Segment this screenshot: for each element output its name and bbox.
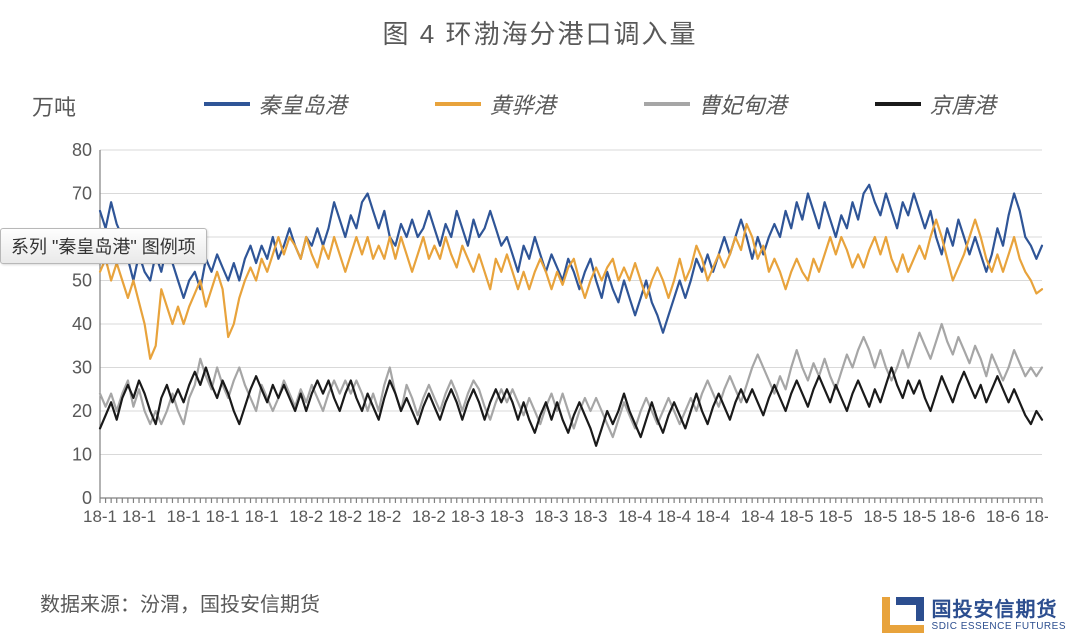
legend-item: 京唐港 [875,88,995,120]
legend-label: 京唐港 [929,88,995,120]
legend-swatch [204,102,250,106]
svg-text:18-1: 18-1 [245,507,279,526]
legend-swatch [644,102,690,106]
svg-text:18-6: 18-6 [986,507,1020,526]
data-source: 数据来源：汾渭，国投安信期货 [40,588,320,617]
legend-item: 秦皇岛港 [204,88,346,120]
series-tooltip: 系列 "秦皇岛港" 图例项 [0,228,207,264]
legend-swatch [875,102,921,106]
svg-text:70: 70 [72,184,92,204]
legend-label: 曹妃甸港 [698,88,786,120]
svg-text:18-2: 18-2 [412,507,446,526]
svg-text:18-2: 18-2 [367,507,401,526]
svg-text:18-1: 18-1 [83,507,117,526]
legend: 秦皇岛港 黄骅港 曹妃甸港 京唐港 [160,88,1040,120]
legend-label: 秦皇岛港 [258,88,346,120]
logo-text: 国投安信期货 SDIC ESSENCE FUTURES [932,599,1066,632]
svg-text:50: 50 [72,271,92,291]
svg-text:18-5: 18-5 [902,507,936,526]
svg-text:80: 80 [72,140,92,160]
legend-item: 曹妃甸港 [644,88,786,120]
chart-title: 图 4 环渤海分港口调入量 [0,14,1080,51]
svg-text:18-4: 18-4 [696,507,730,526]
svg-text:18-5: 18-5 [780,507,814,526]
svg-text:18-3: 18-3 [490,507,524,526]
svg-text:18-4: 18-4 [618,507,652,526]
svg-text:18-5: 18-5 [819,507,853,526]
svg-text:0: 0 [82,488,92,508]
chart-area: 0102030405060708018-118-118-118-118-118-… [58,140,1048,540]
svg-text:30: 30 [72,358,92,378]
svg-text:18-2: 18-2 [289,507,323,526]
legend-item: 黄骅港 [435,88,555,120]
svg-text:20: 20 [72,401,92,421]
svg-text:10: 10 [72,445,92,465]
svg-text:18-5: 18-5 [863,507,897,526]
svg-text:18-3: 18-3 [451,507,485,526]
svg-text:18-2: 18-2 [328,507,362,526]
chart-svg: 0102030405060708018-118-118-118-118-118-… [58,140,1048,540]
svg-text:18-4: 18-4 [657,507,691,526]
svg-text:18-1: 18-1 [206,507,240,526]
svg-text:18-1: 18-1 [122,507,156,526]
svg-text:18-6: 18-6 [1025,507,1048,526]
svg-text:18-3: 18-3 [573,507,607,526]
svg-text:18-4: 18-4 [741,507,775,526]
svg-text:18-3: 18-3 [534,507,568,526]
y-axis-label: 万吨 [32,90,76,122]
logo-mark-icon [882,597,924,633]
logo-en: SDIC ESSENCE FUTURES [932,621,1066,632]
legend-label: 黄骅港 [489,88,555,120]
svg-text:18-1: 18-1 [167,507,201,526]
svg-text:18-6: 18-6 [941,507,975,526]
svg-text:40: 40 [72,314,92,334]
logo-cn: 国投安信期货 [932,599,1066,621]
legend-swatch [435,102,481,106]
brand-logo: 国投安信期货 SDIC ESSENCE FUTURES [882,597,1066,633]
